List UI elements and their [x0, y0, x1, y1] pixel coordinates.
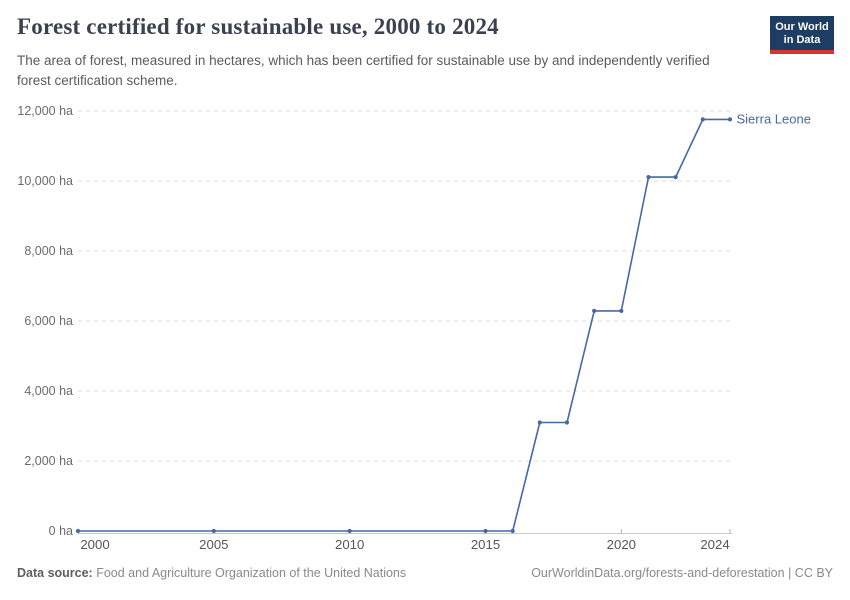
- owid-logo-line1: Our World: [775, 21, 829, 33]
- data-source-label: Data source:: [17, 566, 93, 580]
- chart-subtitle: The area of forest, measured in hectares…: [17, 53, 710, 88]
- page-title: Forest certified for sustainable use, 20…: [17, 14, 499, 39]
- footer-license[interactable]: CC BY: [794, 566, 833, 580]
- footer-url[interactable]: OurWorldinData.org/forests-and-deforesta…: [531, 566, 785, 580]
- data-point[interactable]: [673, 175, 678, 180]
- y-tick-label: 0 ha: [49, 524, 73, 538]
- y-tick-label: 6,000 ha: [24, 314, 73, 328]
- y-tick-label: 4,000 ha: [24, 384, 73, 398]
- footer-links: OurWorldinData.org/forests-and-deforesta…: [531, 566, 833, 580]
- data-source: Data source: Food and Agriculture Organi…: [17, 566, 406, 580]
- data-point[interactable]: [619, 308, 624, 313]
- data-point[interactable]: [510, 528, 515, 534]
- data-point[interactable]: [564, 420, 570, 425]
- data-point[interactable]: [211, 528, 216, 534]
- y-tick-label: 12,000 ha: [17, 104, 73, 118]
- x-tick-label: 2024: [700, 537, 729, 552]
- footer-separator: |: [788, 566, 792, 580]
- owid-logo[interactable]: Our World in Data: [770, 16, 834, 54]
- series-label-sierra-leone[interactable]: Sierra Leone: [737, 112, 811, 127]
- owid-logo-red-bar: [770, 50, 834, 54]
- x-tick-label: 2005: [199, 537, 228, 552]
- x-tick-label: 2015: [471, 537, 500, 552]
- data-point[interactable]: [646, 175, 651, 180]
- data-point[interactable]: [483, 528, 488, 534]
- data-source-text: Food and Agriculture Organization of the…: [96, 566, 407, 580]
- y-tick-label: 8,000 ha: [24, 244, 73, 258]
- data-point[interactable]: [75, 528, 81, 534]
- owid-logo-line2: in Data: [783, 34, 821, 46]
- data-point[interactable]: [592, 308, 597, 313]
- x-tick-label: 2000: [80, 537, 109, 552]
- y-tick-label: 2,000 ha: [24, 454, 73, 468]
- data-point[interactable]: [537, 420, 542, 425]
- data-point[interactable]: [347, 528, 352, 534]
- x-tick-label: 2010: [335, 537, 364, 552]
- y-tick-label: 10,000 ha: [17, 174, 73, 188]
- data-point[interactable]: [700, 117, 705, 122]
- x-tick-label: 2020: [607, 537, 636, 552]
- data-point[interactable]: [727, 117, 733, 122]
- chart-footer: Data source: Food and Agriculture Organi…: [17, 566, 833, 580]
